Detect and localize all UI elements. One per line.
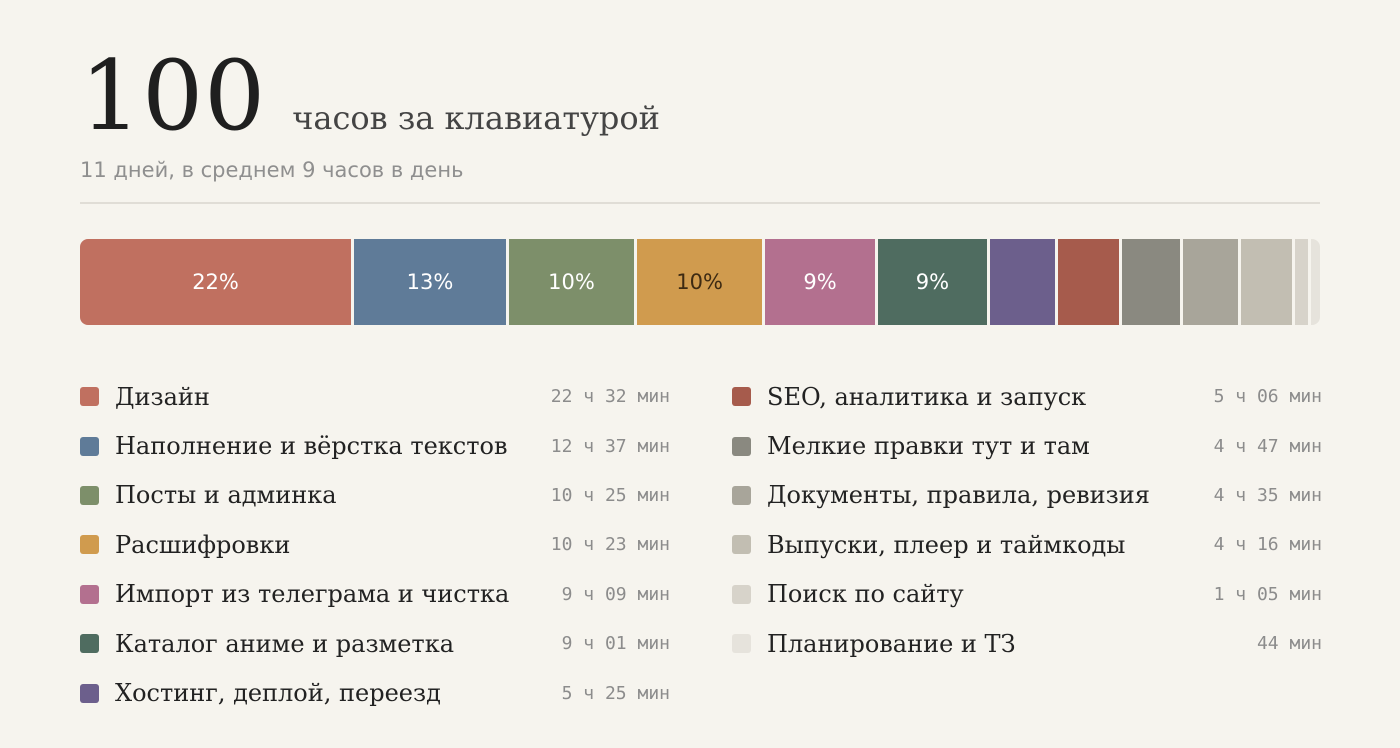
legend-item: Поиск по сайту 1 ч 05 мин [732, 570, 1322, 619]
legend-duration: 12 ч 37 мин [550, 435, 670, 457]
legend-label: SEO, аналитика и запуск [767, 382, 1087, 411]
bar-segment: 10% [637, 239, 763, 325]
legend-duration: 4 ч 35 мин [1213, 484, 1322, 506]
header-divider [80, 202, 1320, 204]
legend-duration: 5 ч 06 мин [1213, 386, 1322, 408]
legend-duration: 4 ч 47 мин [1213, 435, 1322, 457]
legend-label: Документы, правила, ревизия [767, 481, 1150, 510]
bar-segment: 9% [765, 239, 876, 325]
bar-segment [1057, 239, 1120, 325]
bar-segment: 22% [80, 239, 352, 325]
legend-label: Посты и админка [115, 481, 337, 510]
legend-item: Дизайн 22 ч 32 мин [80, 372, 670, 421]
legend-swatch [80, 485, 99, 505]
chart-header: 100 часов за клавиатурой [80, 48, 660, 144]
legend-label: Наполнение и вёрстка текстов [115, 432, 508, 461]
bar-segment-label: 13% [406, 270, 454, 294]
bar-segment [1182, 239, 1238, 325]
legend-left-column: Дизайн 22 ч 32 мин Наполнение и вёрстка те… [80, 372, 670, 718]
legend-label: Импорт из телеграма и чистка [115, 580, 510, 609]
legend-item: Наполнение и вёрстка текстов 12 ч 37 мин [80, 421, 670, 470]
bar-segment-label: 9% [803, 270, 837, 294]
legend-item: SEO, аналитика и запуск 5 ч 06 мин [732, 372, 1322, 421]
legend-duration: 4 ч 16 мин [1213, 534, 1322, 556]
bar-segment-label: 10% [548, 270, 595, 294]
legend-swatch [80, 387, 99, 407]
legend-swatch [80, 634, 99, 654]
bar-segment [1295, 239, 1309, 325]
legend-swatch [732, 634, 751, 654]
legend-swatch [732, 535, 751, 555]
total-hours-caption: часов за клавиатурой [292, 99, 660, 137]
legend-item: Расшифровки 10 ч 23 мин [80, 520, 670, 569]
legend-duration: 1 ч 05 мин [1213, 583, 1322, 605]
legend-duration: 9 ч 09 мин [561, 583, 670, 605]
legend-item: Мелкие правки тут и там 4 ч 47 мин [732, 421, 1322, 470]
legend-duration: 9 ч 01 мин [561, 633, 670, 655]
legend-label: Выпуски, плеер и таймкоды [767, 530, 1126, 559]
chart-subtitle: 11 дней, в среднем 9 часов в день [80, 158, 464, 182]
legend-duration: 22 ч 32 мин [550, 386, 670, 408]
bar-segment [1311, 239, 1320, 325]
bar-segment [989, 239, 1055, 325]
legend-label: Дизайн [115, 382, 210, 411]
legend-label: Планирование и ТЗ [767, 629, 1016, 658]
legend-swatch [732, 584, 751, 604]
legend-item: Импорт из телеграма и чистка 9 ч 09 мин [80, 570, 670, 619]
stacked-bar: 22% 13% 10% 10% 9% 9% [80, 239, 1320, 325]
bar-segment [1240, 239, 1293, 325]
legend-duration: 10 ч 25 мин [550, 484, 670, 506]
total-hours: 100 [80, 40, 267, 152]
bar-segment: 9% [878, 239, 987, 325]
bar-segment-label: 10% [676, 270, 723, 294]
legend-label: Поиск по сайту [767, 580, 964, 609]
legend-duration: 10 ч 23 мин [550, 534, 670, 556]
legend-swatch [80, 436, 99, 456]
legend-item: Выпуски, плеер и таймкоды 4 ч 16 мин [732, 520, 1322, 569]
bar-segment: 10% [508, 239, 635, 325]
bar-segment-label: 22% [192, 270, 239, 294]
legend-swatch [732, 387, 751, 407]
legend-label: Мелкие правки тут и там [767, 432, 1090, 461]
legend-duration: 5 ч 25 мин [561, 682, 670, 704]
bar-segment-label: 9% [915, 270, 950, 294]
legend-swatch [80, 584, 99, 604]
bar-segment: 13% [354, 239, 506, 325]
legend-item: Документы, правила, ревизия 4 ч 35 мин [732, 471, 1322, 520]
legend-swatch [732, 485, 751, 505]
legend-swatch [80, 683, 99, 703]
legend-duration: 44 мин [1256, 633, 1322, 655]
legend-item: Посты и админка 10 ч 25 мин [80, 471, 670, 520]
legend-label: Каталог аниме и разметка [115, 629, 455, 658]
bar-segment [1122, 239, 1180, 325]
legend-swatch [732, 436, 751, 456]
legend-right-column: SEO, аналитика и запуск 5 ч 06 мин Мелкие … [732, 372, 1322, 668]
legend-label: Хостинг, деплой, переезд [115, 679, 441, 708]
legend-item: Каталог аниме и разметка 9 ч 01 мин [80, 619, 670, 668]
legend-label: Расшифровки [115, 530, 291, 559]
legend-item: Планирование и ТЗ 44 мин [732, 619, 1322, 668]
legend-swatch [80, 535, 99, 555]
legend-item: Хостинг, деплой, переезд 5 ч 25 мин [80, 668, 670, 717]
